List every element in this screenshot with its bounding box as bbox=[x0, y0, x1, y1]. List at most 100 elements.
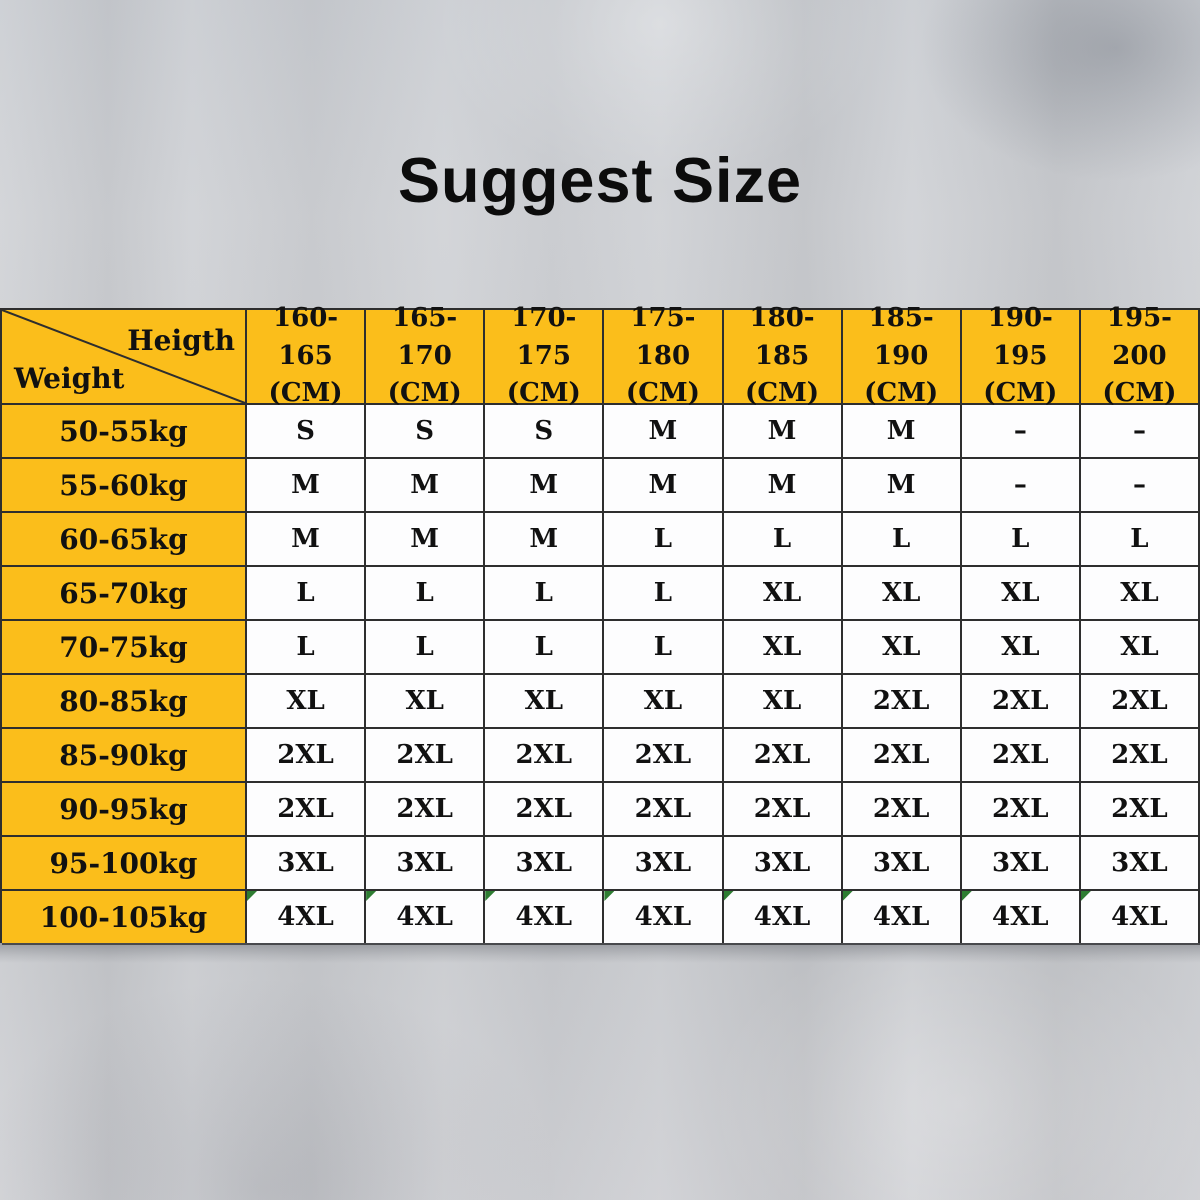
height-column-header: 195-200 (CM) bbox=[1080, 303, 1200, 408]
weight-row-header: 90-95kg bbox=[2, 783, 247, 837]
size-value: M bbox=[291, 470, 320, 500]
size-chart-table: Heigth Weight 160-165 (CM) 165-170 (CM) 170-… bbox=[0, 303, 1200, 945]
size-value-cell: 3XL bbox=[842, 837, 962, 891]
size-value: 2XL bbox=[872, 686, 930, 716]
size-value: 3XL bbox=[1111, 848, 1168, 878]
size-value-cell: 2XL bbox=[1080, 729, 1200, 783]
size-value-cell: 3XL bbox=[1080, 837, 1200, 891]
size-value: 2XL bbox=[753, 794, 811, 824]
size-value: L bbox=[415, 632, 434, 662]
size-value: XL bbox=[524, 686, 564, 716]
height-unit-label: (CM) bbox=[864, 378, 939, 409]
size-value: 2XL bbox=[634, 740, 692, 770]
size-value-cell: L bbox=[247, 567, 367, 621]
size-value: M bbox=[529, 470, 559, 500]
size-value-cell: 4XL bbox=[247, 891, 367, 945]
size-value: M bbox=[767, 470, 797, 500]
size-value: – bbox=[1013, 416, 1027, 446]
height-column-header: 190-195 (CM) bbox=[961, 303, 1081, 408]
size-value: 3XL bbox=[992, 848, 1049, 878]
table-drop-shadow bbox=[0, 943, 1200, 963]
height-range-label: 165-170 bbox=[392, 302, 458, 371]
size-value-cell: 3XL bbox=[366, 837, 486, 891]
height-column-header: 165-170 (CM) bbox=[366, 303, 486, 408]
size-value-cell: 4XL bbox=[604, 891, 724, 945]
size-value-cell: – bbox=[1080, 459, 1200, 513]
size-value: M bbox=[648, 416, 678, 446]
excel-corner-marker-icon bbox=[961, 891, 972, 901]
excel-corner-marker-icon bbox=[485, 891, 496, 901]
size-value: XL bbox=[643, 686, 683, 716]
size-value: L bbox=[534, 578, 553, 608]
size-value-cell: L bbox=[961, 513, 1081, 567]
weight-row-header: 95-100kg bbox=[2, 837, 247, 891]
size-value: XL bbox=[1120, 632, 1159, 662]
height-unit-label: (CM) bbox=[506, 378, 581, 409]
height-range-label: 175-180 bbox=[630, 302, 696, 371]
size-value-cell: M bbox=[604, 459, 724, 513]
size-value-cell: 2XL bbox=[247, 783, 367, 837]
size-value-cell: XL bbox=[842, 621, 962, 675]
size-value-cell: 2XL bbox=[961, 675, 1081, 729]
size-value-cell: L bbox=[485, 567, 605, 621]
size-value-cell: 2XL bbox=[485, 729, 605, 783]
height-range-label: 160-165 bbox=[273, 302, 339, 371]
size-value: XL bbox=[405, 686, 444, 716]
size-value-cell: 2XL bbox=[723, 729, 843, 783]
height-column-header: 170-175 (CM) bbox=[485, 303, 605, 408]
weight-row-header: 55-60kg bbox=[2, 459, 247, 513]
size-value: 3XL bbox=[515, 848, 573, 878]
size-value: M bbox=[648, 470, 678, 500]
size-value: M bbox=[886, 470, 916, 500]
size-value: 2XL bbox=[396, 740, 453, 770]
size-value-cell: 4XL bbox=[842, 891, 962, 945]
size-value-cell: M bbox=[366, 513, 486, 567]
height-range-label: 190-195 bbox=[987, 302, 1053, 371]
size-value-cell: 2XL bbox=[604, 729, 724, 783]
weight-row-header: 85-90kg bbox=[2, 729, 247, 783]
size-value: 4XL bbox=[396, 902, 453, 932]
size-value-cell: 2XL bbox=[604, 783, 724, 837]
size-value: 2XL bbox=[992, 794, 1049, 824]
size-value-cell: XL bbox=[723, 621, 843, 675]
weight-row-header: 60-65kg bbox=[2, 513, 247, 567]
size-value-cell: L bbox=[247, 621, 367, 675]
size-value: 2XL bbox=[1111, 740, 1168, 770]
size-value: XL bbox=[762, 578, 802, 608]
excel-corner-marker-icon bbox=[604, 891, 615, 901]
size-value-cell: M bbox=[247, 459, 367, 513]
size-value: XL bbox=[762, 632, 802, 662]
size-value: 2XL bbox=[396, 794, 453, 824]
size-value: 3XL bbox=[872, 848, 930, 878]
size-value-cell: – bbox=[1080, 405, 1200, 459]
size-value-cell: S bbox=[366, 405, 486, 459]
size-value: 4XL bbox=[1111, 902, 1168, 932]
excel-corner-marker-icon bbox=[723, 891, 734, 901]
size-value: – bbox=[1132, 470, 1146, 500]
weight-row-header: 65-70kg bbox=[2, 567, 247, 621]
size-value: XL bbox=[881, 578, 921, 608]
height-column-header: 160-165 (CM) bbox=[247, 303, 367, 408]
weight-row-header: 80-85kg bbox=[2, 675, 247, 729]
page-title: Suggest Size bbox=[397, 146, 803, 216]
height-range-label: 180-185 bbox=[749, 302, 815, 371]
size-value: L bbox=[772, 524, 792, 554]
size-value-cell: L bbox=[1080, 513, 1200, 567]
excel-corner-marker-icon bbox=[1080, 891, 1091, 901]
size-value: 4XL bbox=[872, 902, 930, 932]
size-value: 2XL bbox=[992, 740, 1049, 770]
size-value: L bbox=[296, 632, 315, 662]
size-value: 2XL bbox=[1111, 794, 1168, 824]
height-unit-label: (CM) bbox=[268, 378, 343, 409]
size-value: – bbox=[1132, 416, 1146, 446]
excel-corner-marker-icon bbox=[247, 891, 257, 901]
size-value-cell: S bbox=[485, 405, 605, 459]
size-value: L bbox=[653, 524, 673, 554]
size-value: 2XL bbox=[753, 740, 811, 770]
size-value-cell: XL bbox=[1080, 621, 1200, 675]
size-value-cell: XL bbox=[604, 675, 724, 729]
size-value: L bbox=[1011, 524, 1030, 554]
corner-weight-label: Weight bbox=[14, 362, 125, 395]
size-value-cell: 2XL bbox=[1080, 783, 1200, 837]
size-value-cell: M bbox=[842, 405, 962, 459]
